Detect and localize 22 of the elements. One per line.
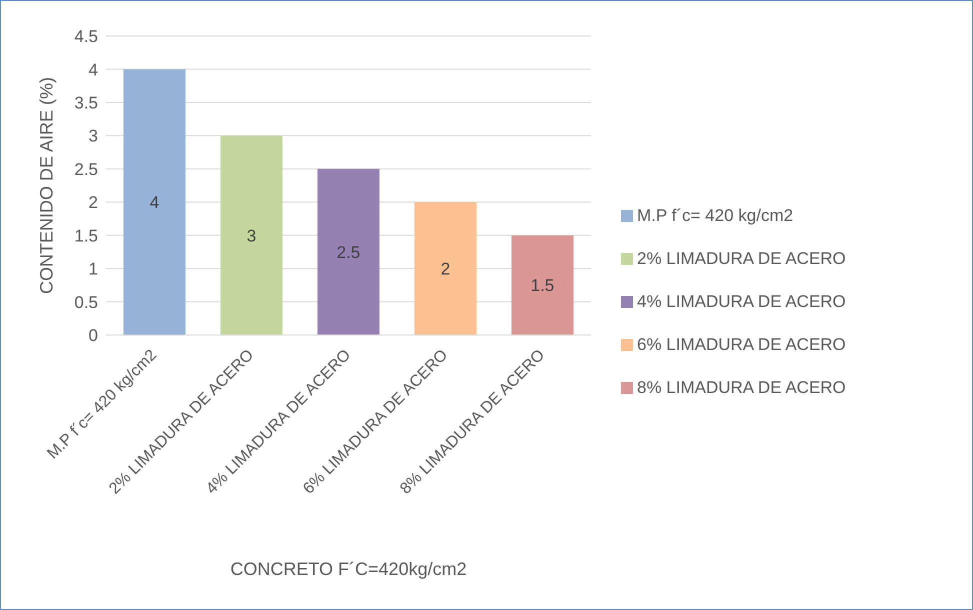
- y-tick-label: 0: [88, 326, 98, 346]
- y-tick-label: 1: [88, 260, 98, 279]
- y-axis-title: CONTENIDO DE AIRE (%): [36, 76, 56, 294]
- x-axis-title: CONCRETO F´C=420kg/cm2: [230, 559, 467, 579]
- y-tick-label: 2: [88, 193, 98, 212]
- y-tick-label: 3: [88, 126, 98, 146]
- data-label: 1.5: [530, 276, 554, 296]
- y-tick-label: 4.5: [74, 27, 98, 46]
- legend-label: M.P f´c= 420 kg/cm2: [637, 206, 794, 224]
- y-tick-label: 2.5: [74, 160, 98, 179]
- data-label: 4: [150, 193, 160, 212]
- y-tick-label: 0.5: [74, 292, 98, 312]
- legend-label: 2% LIMADURA DE ACERO: [637, 248, 846, 268]
- data-label: 2: [440, 260, 450, 279]
- data-label: 2.5: [336, 242, 360, 262]
- y-tick-label: 3.5: [74, 93, 98, 112]
- legend-label: 8% LIMADURA DE ACERO: [637, 378, 846, 396]
- legend-label: 4% LIMADURA DE ACERO: [637, 292, 846, 310]
- y-tick-label: 4: [88, 60, 98, 80]
- y-tick-label: 1.5: [74, 226, 98, 246]
- data-label: 3: [246, 226, 256, 246]
- legend-label: 6% LIMADURA DE ACERO: [637, 334, 846, 354]
